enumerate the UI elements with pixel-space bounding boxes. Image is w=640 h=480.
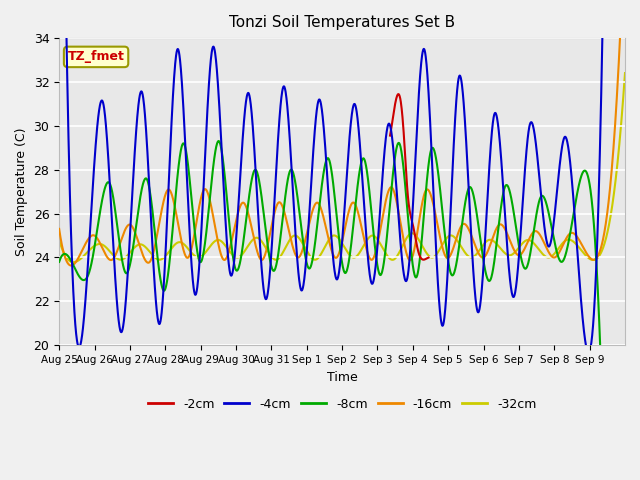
X-axis label: Time: Time bbox=[326, 371, 358, 384]
Legend: -2cm, -4cm, -8cm, -16cm, -32cm: -2cm, -4cm, -8cm, -16cm, -32cm bbox=[143, 393, 541, 416]
Title: Tonzi Soil Temperatures Set B: Tonzi Soil Temperatures Set B bbox=[229, 15, 455, 30]
Y-axis label: Soil Temperature (C): Soil Temperature (C) bbox=[15, 127, 28, 256]
Text: TZ_fmet: TZ_fmet bbox=[68, 50, 125, 63]
